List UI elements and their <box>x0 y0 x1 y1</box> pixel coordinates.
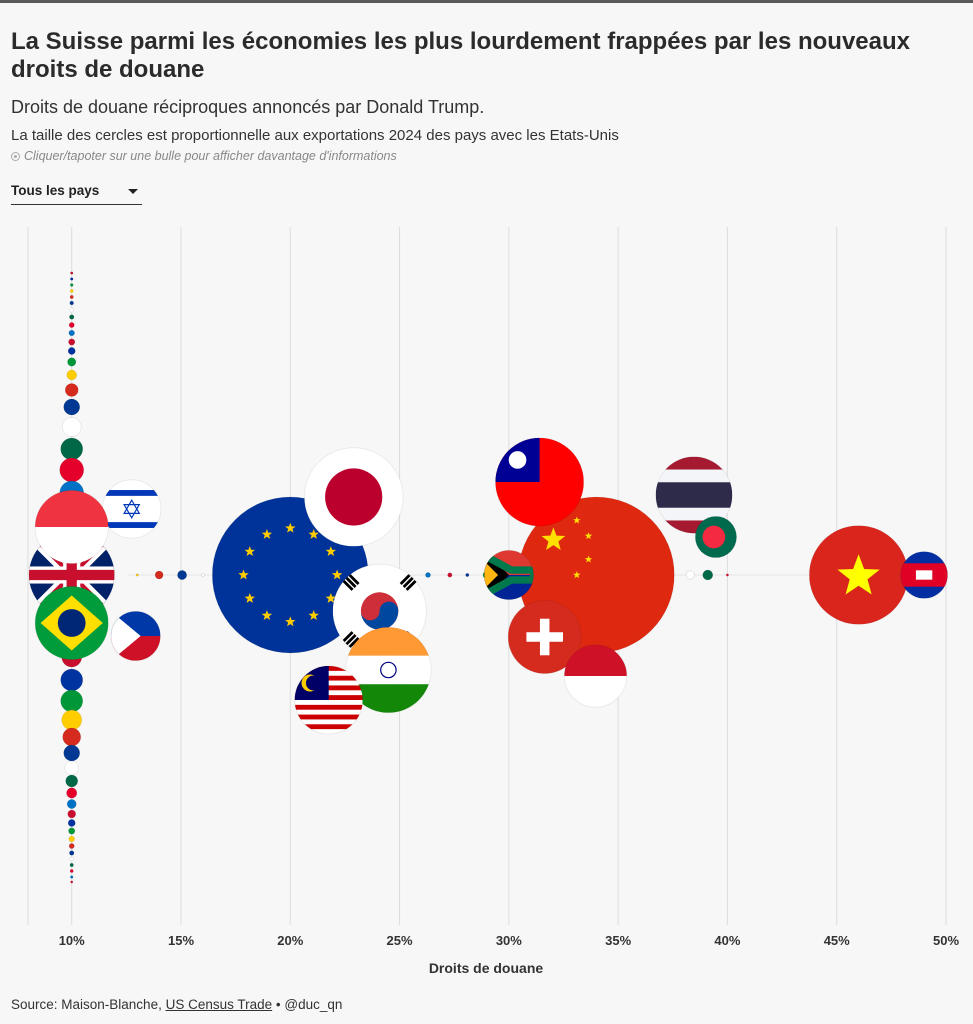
bubble-kh[interactable] <box>900 551 948 599</box>
bubble-bd[interactable] <box>695 516 737 558</box>
x-tick-label: 20% <box>277 933 303 948</box>
source-prefix: Source: Maison-Blanche, <box>11 997 166 1012</box>
country-filter-value: Tous les pays <box>11 183 100 198</box>
bubble-tw[interactable] <box>495 437 584 527</box>
x-tick-label: 25% <box>387 933 413 948</box>
x-tick-label: 30% <box>496 933 522 948</box>
x-tick-label: 35% <box>605 933 631 948</box>
tariff-bubble-chart: 10% 15% 20% 25% 30% 35% 40% 45% 50% Droits de do… <box>27 227 960 976</box>
click-hint: Cliquer/tapoter sur une bulle pour affic… <box>11 149 397 163</box>
x-tick-label: 45% <box>824 933 850 948</box>
chart-description: La taille des cercles est proportionnell… <box>11 127 619 144</box>
x-tick-label: 40% <box>714 933 740 948</box>
bubble-il[interactable] <box>102 479 161 539</box>
click-hint-text: Cliquer/tapoter sur une bulle pour affic… <box>24 149 397 163</box>
page-title: La Suisse parmi les économies les plus l… <box>11 28 910 83</box>
bubble-br[interactable] <box>35 586 109 660</box>
source-note: Source: Maison-Blanche, US Census Trade … <box>11 997 342 1012</box>
x-tick-label: 15% <box>168 933 194 948</box>
bubble-jp[interactable] <box>304 447 404 547</box>
top-rule <box>0 0 973 3</box>
x-axis-ticks: 10% 15% 20% 25% 30% 35% 40% 45% 50% <box>59 933 960 948</box>
radio-dot-icon <box>11 151 20 161</box>
chevron-down-icon <box>128 189 138 194</box>
country-bubbles <box>28 437 948 735</box>
us-census-trade-link[interactable]: US Census Trade <box>165 997 273 1012</box>
country-filter-dropdown[interactable]: Tous les pays <box>11 183 142 205</box>
x-tick-label: 10% <box>59 933 85 948</box>
bubble-vn[interactable] <box>809 525 908 625</box>
x-tick-label: 50% <box>933 933 959 948</box>
x-axis-label: Droits de douane <box>429 960 544 976</box>
page-subtitle: Droits de douane réciproques annoncés pa… <box>11 97 485 117</box>
source-suffix: • @duc_qn <box>272 997 343 1012</box>
